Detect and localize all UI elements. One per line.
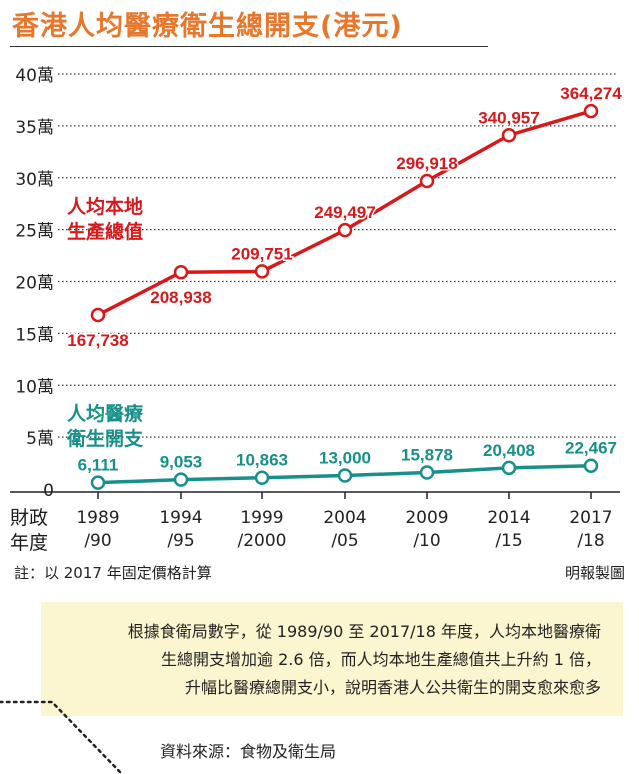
x-tick-label: /18: [577, 531, 604, 551]
callout-line: 根據食衛局數字，從 1989/90 至 2017/18 年度，人均本地醫療衛: [127, 622, 601, 641]
series-label-gdp: 生產總值: [67, 220, 143, 243]
x-tick-label: 1989: [76, 508, 119, 528]
y-tick-label: 25萬: [15, 222, 54, 242]
x-tick-label: 1999: [240, 508, 283, 528]
data-source: 資料來源：食物及衛生局: [160, 742, 337, 761]
gdp-data-label: 208,938: [150, 288, 211, 307]
health-data-point: [501, 460, 517, 476]
series-label-health: 衛生開支: [66, 427, 144, 450]
y-tick-label: 35萬: [15, 118, 54, 138]
callout-text: 根據食衛局數字，從 1989/90 至 2017/18 年度，人均本地醫療衛 生…: [128, 618, 601, 702]
gdp-data-label: 167,738: [67, 331, 128, 350]
health-data-label: 6,111: [78, 456, 119, 475]
y-tick-label: 20萬: [15, 274, 54, 294]
x-tick-label: 2014: [487, 508, 530, 528]
health-data-point: [254, 470, 270, 485]
gdp-data-point: [254, 264, 270, 279]
series-label-gdp: 人均本地: [67, 195, 143, 218]
gdp-data-point: [173, 264, 189, 280]
y-tick-label: 0: [43, 481, 54, 501]
gdp-data-point: [419, 173, 435, 189]
graphic-credit: 明報製圖: [564, 564, 625, 582]
gdp-data-label: 209,751: [231, 244, 292, 263]
x-tick-label: 2004: [323, 508, 366, 528]
health-data-label: 20,408: [483, 441, 535, 460]
health-data-point: [419, 465, 435, 480]
gdp-data-label: 296,918: [396, 154, 457, 173]
chart-title: 香港人均醫療衛生總開支(港元): [12, 11, 403, 42]
gdp-data-label: 340,957: [478, 108, 539, 127]
health-data-point: [337, 468, 353, 483]
health-data-label: 22,467: [565, 439, 617, 458]
callout-box: 根據食衛局數字，從 1989/90 至 2017/18 年度，人均本地醫療衛 生…: [41, 602, 623, 716]
health-data-label: 13,000: [319, 449, 371, 468]
gdp-data-point: [337, 222, 353, 238]
callout-line: 升幅比醫療總開支小，說明香港人公共衛生的開支愈來愈多: [184, 678, 601, 697]
fiscal-year-label: 財政 年度: [10, 506, 48, 556]
health-data-label: 15,878: [401, 446, 453, 465]
x-tick-label: /15: [495, 531, 522, 551]
gdp-data-point: [90, 307, 106, 323]
x-tick-label: 2017: [569, 508, 612, 528]
gdp-data-label: 249,497: [314, 203, 375, 222]
gdp-data-point: [501, 128, 517, 143]
x-tick-label: /95: [167, 531, 194, 551]
x-tick-label: /10: [413, 531, 440, 551]
health-data-point: [583, 458, 599, 473]
y-tick-label: 30萬: [15, 170, 54, 190]
callout-pointer: [41, 660, 104, 716]
line-chart: 0 5萬 10萬 15萬 20萬 25萬 30萬 35萬 40萬 1989/90 1994/95 19…: [10, 66, 624, 551]
fiscal-year-label-line: 財政: [10, 507, 49, 529]
x-tick-label: /90: [84, 531, 111, 551]
gdp-data-label: 364,274: [560, 84, 622, 103]
y-tick-label: 5萬: [26, 429, 54, 449]
health-data-label: 10,863: [236, 451, 288, 470]
health-data-point: [173, 472, 189, 487]
health-data-label: 9,053: [160, 453, 203, 472]
x-tick-label: 2009: [405, 508, 448, 528]
x-tick-label: /05: [331, 531, 358, 551]
gdp-data-point: [583, 103, 599, 119]
x-tick-label: /2000: [238, 531, 287, 551]
title-rule: [10, 46, 488, 47]
y-tick-label: 10萬: [15, 377, 54, 397]
x-tick-label: 1994: [159, 508, 202, 528]
price-basis-note: 註：以 2017 年固定價格計算: [14, 564, 212, 582]
y-tick-label: 40萬: [15, 66, 54, 86]
health-data-point: [90, 475, 106, 490]
callout-line: 生總開支增加逾 2.6 倍，而人均本地生產總值共上升約 1 倍，: [161, 650, 601, 669]
dotted-leader-path: [0, 700, 122, 774]
y-tick-label: 15萬: [15, 325, 54, 345]
fiscal-year-label-line: 年度: [10, 532, 49, 554]
series-label-health: 人均醫療: [67, 402, 144, 425]
